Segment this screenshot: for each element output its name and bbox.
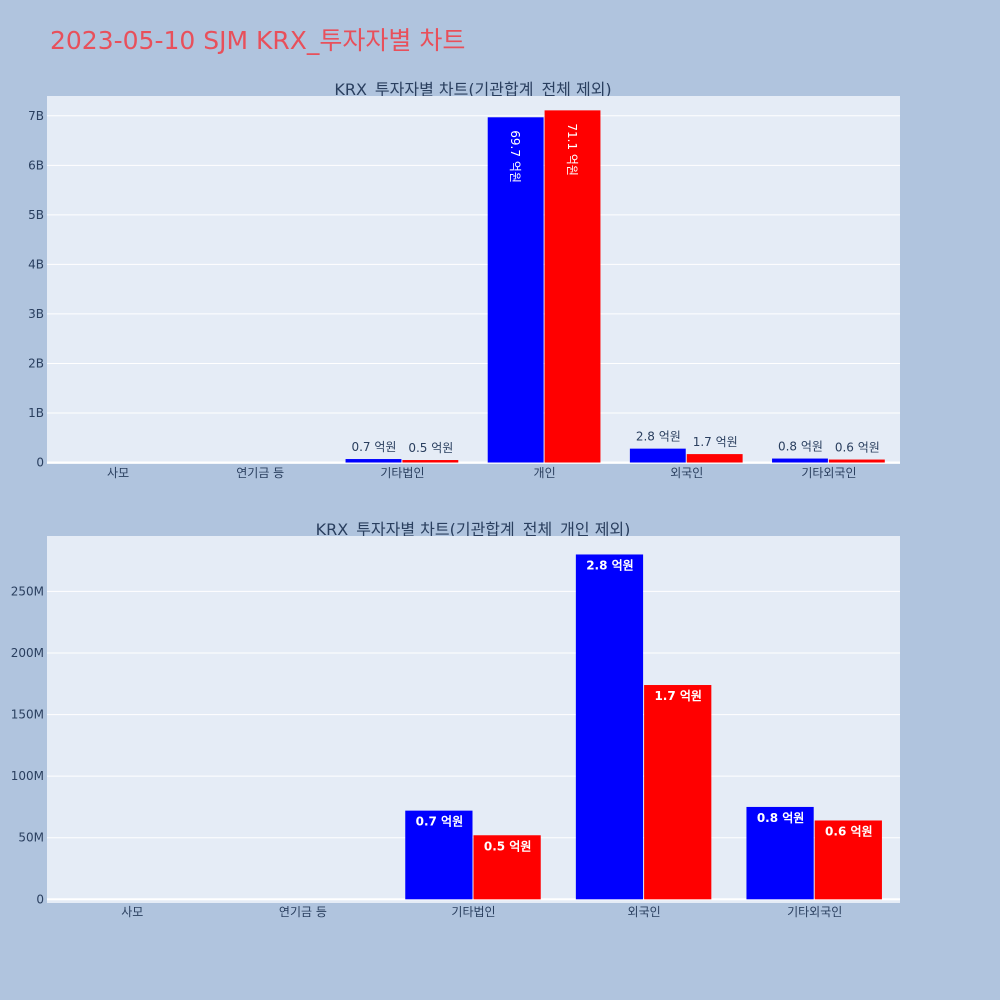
- bar-value-label: 0.7 억원: [351, 440, 396, 454]
- chart-bottom: KRX_투자자별 차트(기관합계_전체_개인 제외) 0 50M 100M 150M 2…: [11, 520, 900, 919]
- y-tick-label: 200M: [11, 646, 44, 660]
- bar: [405, 810, 473, 900]
- bar: [828, 459, 885, 463]
- x-tick-label: 외국인: [628, 905, 661, 919]
- bar-value-label: 0.6 억원: [835, 441, 880, 455]
- x-tick-label: 사모: [107, 466, 129, 480]
- chart-top: KRX_투자자별 차트(기관합계_전체 제외) 0 1B 2B 3B 4B 5B 6B 7B 0…: [28, 80, 900, 480]
- page-title: 2023-05-10 SJM KRX_투자자별 차트: [50, 26, 465, 55]
- bar: [814, 820, 882, 900]
- x-tick-label: 연기금 등: [236, 466, 284, 480]
- y-tick-label: 250M: [11, 584, 44, 598]
- bar-value-label: 0.8 억원: [778, 440, 823, 454]
- x-tick-label: 연기금 등: [279, 905, 327, 919]
- bar: [772, 458, 828, 463]
- bar: [629, 448, 686, 463]
- x-tick-label: 기타외국인: [787, 905, 842, 919]
- x-tick-label: 외국인: [670, 466, 703, 480]
- x-tick-label: 사모: [121, 905, 143, 919]
- bar-value-label: 2.8 억원: [586, 558, 634, 572]
- x-tick-label: 기타법인: [451, 905, 495, 919]
- y-tick-label: 0: [36, 892, 44, 906]
- y-tick-label: 7B: [28, 109, 44, 123]
- y-tick-label: 2B: [28, 356, 44, 370]
- y-tick-label: 3B: [28, 307, 44, 321]
- y-tick-label: 6B: [28, 158, 44, 172]
- bar: [345, 459, 402, 463]
- bar: [473, 835, 541, 900]
- bar: [644, 685, 712, 900]
- x-tick-label: 기타외국인: [801, 466, 856, 480]
- chart-bottom-title: KRX_투자자별 차트(기관합계_전체_개인 제외): [316, 520, 631, 540]
- bar-value-label: 1.7 억원: [693, 435, 738, 449]
- bar: [402, 460, 459, 463]
- bar-value-label: 0.6 억원: [825, 824, 873, 838]
- bar: [746, 806, 814, 900]
- y-tick-label: 4B: [28, 257, 44, 271]
- bar-value-label: 1.7 억원: [654, 689, 702, 703]
- bar-value-label: 69.7 억원: [508, 130, 522, 183]
- bar-value-label: 0.7 억원: [416, 815, 464, 829]
- y-tick-label: 0: [36, 456, 44, 470]
- bar: [575, 554, 644, 900]
- bar-value-label: 0.5 억원: [408, 441, 453, 455]
- bar-value-label: 71.1 억원: [565, 123, 579, 176]
- y-tick-label: 5B: [28, 208, 44, 222]
- y-tick-label: 150M: [11, 708, 44, 722]
- bar: [686, 454, 743, 463]
- x-tick-label: 개인: [534, 466, 556, 480]
- bar-value-label: 0.8 억원: [757, 811, 805, 825]
- bar: [487, 117, 544, 463]
- y-tick-label: 1B: [28, 406, 44, 420]
- bar-value-label: 0.5 억원: [484, 839, 532, 853]
- plot-area: [47, 96, 900, 464]
- y-tick-label: 50M: [18, 831, 44, 845]
- bar-value-label: 2.8 억원: [636, 430, 681, 444]
- bar: [544, 110, 601, 463]
- y-tick-label: 100M: [11, 769, 44, 783]
- x-tick-label: 기타법인: [380, 466, 424, 480]
- chart-top-title: KRX_투자자별 차트(기관합계_전체 제외): [334, 80, 611, 100]
